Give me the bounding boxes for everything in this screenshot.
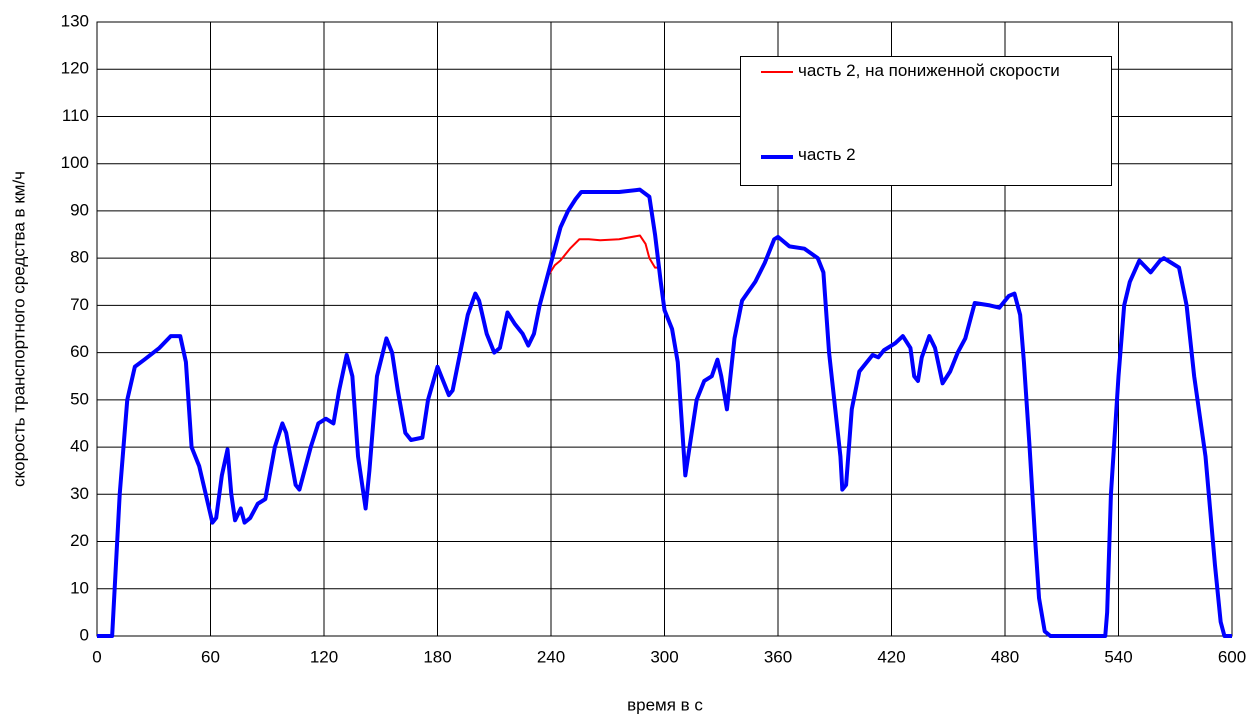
x-tick-label: 0 xyxy=(92,647,101,666)
legend-entry: часть 2, на пониженной скорости xyxy=(761,61,1098,80)
legend-label: часть 2, на пониженной скорости xyxy=(798,61,1060,80)
x-tick-label: 300 xyxy=(650,647,678,666)
y-tick-label: 130 xyxy=(61,11,89,30)
legend-swatch xyxy=(761,155,793,159)
x-tick-label: 180 xyxy=(423,647,451,666)
y-tick-label: 70 xyxy=(70,295,89,314)
x-tick-label: 540 xyxy=(1104,647,1132,666)
legend: часть 2, на пониженной скорости часть 2 xyxy=(740,56,1112,186)
y-tick-label: 0 xyxy=(80,625,89,644)
legend-entry: часть 2 xyxy=(761,145,1098,164)
y-tick-label: 90 xyxy=(70,200,89,219)
x-tick-label: 120 xyxy=(310,647,338,666)
y-tick-label: 40 xyxy=(70,437,89,456)
y-tick-label: 30 xyxy=(70,484,89,503)
legend-swatch xyxy=(761,71,793,73)
legend-label: часть 2 xyxy=(798,145,856,164)
y-tick-label: 10 xyxy=(70,578,89,597)
y-tick-label: 110 xyxy=(62,106,89,125)
x-tick-label: 600 xyxy=(1218,647,1246,666)
plot-frame xyxy=(96,21,1233,637)
y-axis-title: скорость транспортного средства в км/ч xyxy=(9,171,28,487)
y-tick-label: 100 xyxy=(61,153,89,172)
x-axis-title: время в с xyxy=(627,695,703,714)
y-tick-label: 50 xyxy=(70,389,89,408)
series-line xyxy=(97,187,1232,638)
y-tick-label: 80 xyxy=(70,248,89,267)
series-line xyxy=(546,234,659,278)
x-tick-label: 420 xyxy=(877,647,905,666)
y-tick-label: 20 xyxy=(70,531,89,550)
x-tick-label: 240 xyxy=(537,647,565,666)
y-tick-label: 120 xyxy=(61,59,89,78)
x-tick-label: 360 xyxy=(764,647,792,666)
x-tick-label: 60 xyxy=(201,647,220,666)
y-tick-label: 60 xyxy=(70,342,89,361)
x-tick-label: 480 xyxy=(991,647,1019,666)
